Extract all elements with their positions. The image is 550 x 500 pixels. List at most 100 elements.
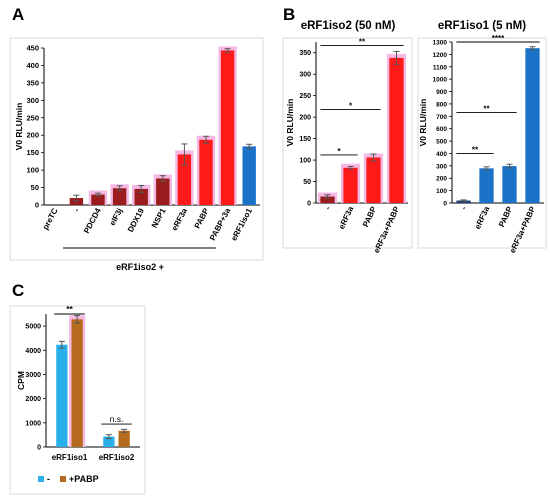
panel-b2-box [417, 37, 547, 249]
panel-b2-y-tick-label: 1200 [433, 52, 448, 59]
panel-b1-bar [366, 157, 381, 203]
panel-b1-title: eRF1iso2 (50 nM) [301, 20, 396, 32]
panel-b2-y-tick-label: 800 [436, 101, 447, 108]
panel-a-category-label: PABP+3a [208, 206, 233, 242]
panel-b1-significance-label: * [337, 147, 341, 156]
panel-b1-y-tick-label: 350 [299, 50, 311, 57]
panel-c-legend-swatch [38, 476, 44, 482]
panel-b2-category-label: PABP [497, 204, 515, 228]
panel-b1-box [282, 37, 413, 249]
panel-b-letter: B [283, 5, 295, 24]
panel-c-bar [56, 344, 68, 447]
panel-b2-y-tick-label: 1100 [433, 64, 447, 71]
panel-c-y-tick-label: 0 [37, 445, 41, 452]
panel-b1-y-tick-label: 100 [299, 158, 311, 165]
panel-a-y-tick-label: 250 [26, 113, 39, 122]
panel-a-y-tick-label: 100 [26, 166, 39, 175]
panel-b2-y-tick-label: 1300 [433, 40, 448, 47]
panel-a-category-label: eRF1iso1 [229, 206, 254, 242]
panel-c-y-axis-label: CPM [16, 371, 26, 390]
panel-a-y-tick-label: 400 [26, 61, 39, 70]
panel-a-y-tick-label: 0 [35, 201, 39, 210]
panel-b2-y-tick-label: 200 [436, 176, 447, 183]
panel-b2-y-axis-label: V0 RLU/min [418, 99, 428, 147]
panel-a-category-label: preTC [41, 207, 60, 232]
panel-a-category-label: eRF3a [170, 206, 189, 232]
panel-b2-bar [456, 200, 471, 203]
panel-b1-category-label: eRF3a [337, 205, 356, 231]
panel-a-category-label: - [72, 206, 81, 213]
panel-c-category-label: eRF1iso2 [99, 453, 135, 462]
panel-b2-y-tick-label: 0 [443, 201, 447, 208]
panel-c-bar [118, 430, 130, 447]
panel-b2-y-tick-label: 900 [436, 89, 447, 96]
panel-a-y-tick-label: 450 [26, 44, 39, 53]
panel-c-y-tick-label: 4000 [25, 348, 41, 355]
panel-c-box [9, 305, 146, 495]
panel-b2-title: eRF1iso1 (5 nM) [438, 20, 526, 32]
panel-a-bar [242, 146, 256, 205]
panel-c-category-label: eRF1iso1 [52, 453, 88, 462]
panel-b1-y-tick-label: 50 [303, 179, 311, 186]
panel-b2-bar [502, 166, 517, 203]
panel-b1-y-tick-label: 150 [299, 136, 311, 143]
panel-c-y-tick-label: 5000 [25, 324, 41, 331]
panel-b1-category-label: PABP [361, 204, 379, 228]
panel-a-category-label: PDCD4 [82, 206, 103, 235]
panel-a-y-tick-label: 150 [26, 148, 39, 157]
panel-a-bar [69, 198, 84, 205]
panel-c-y-tick-label: 1000 [25, 420, 41, 427]
panel-c-letter: C [12, 281, 24, 300]
panel-c-significance-label: ** [66, 304, 73, 314]
panel-b1-category-label: - [323, 205, 332, 212]
panel-b2-bar [525, 48, 540, 203]
panel-c-legend-label: +PABP [69, 474, 99, 484]
panel-b1-bar [389, 57, 404, 204]
panel-b2-bar [479, 168, 494, 203]
panel-a-y-axis-label: V0 RLU/min [14, 103, 24, 151]
panel-c-bar [103, 436, 115, 447]
panel-b2-y-tick-label: 600 [436, 126, 447, 133]
panel-c-significance-label: n.s. [110, 414, 124, 424]
panel-b1-y-tick-label: 200 [299, 115, 311, 122]
panel-a-bar [91, 194, 105, 205]
panel-b1-bar [320, 196, 335, 203]
panel-b1-bar [343, 167, 358, 203]
panel-a-y-tick-label: 350 [26, 78, 39, 87]
panel-c-legend-swatch [60, 476, 66, 482]
panel-b2-significance-label: **** [492, 34, 505, 43]
panel-b2-category-label: - [459, 205, 468, 212]
panel-b2-y-tick-label: 700 [436, 114, 447, 121]
panel-b2-y-tick-label: 500 [436, 139, 447, 146]
panel-b2-y-tick-label: 100 [436, 188, 447, 195]
panel-c-legend-label: - [47, 474, 50, 484]
panel-c-bar [71, 319, 83, 447]
panel-a-y-tick-label: 200 [26, 131, 39, 140]
panel-b2-y-tick-label: 400 [436, 151, 447, 158]
panel-b1-y-tick-label: 300 [299, 72, 311, 79]
panel-c-y-tick-label: 2000 [25, 396, 41, 403]
panel-a-bar [199, 139, 213, 205]
panel-b2-significance-label: ** [472, 145, 479, 154]
panel-a-bar [220, 50, 235, 205]
panel-b1-y-tick-label: 0 [307, 201, 311, 208]
panel-a-category-label: NSP1 [150, 206, 168, 229]
panel-a-box [9, 37, 264, 261]
panel-c-y-tick-label: 3000 [25, 372, 41, 379]
panel-a-bar [177, 154, 192, 205]
panel-a-footnote: eRF1iso2 + [116, 262, 164, 272]
panel-b1-y-axis-label: V0 RLU/min [285, 99, 295, 147]
panel-a-category-label: PABP [193, 206, 211, 230]
panel-a-bar [112, 188, 127, 205]
panel-a-y-tick-label: 300 [26, 96, 39, 105]
panel-a-category-label: DDX19 [126, 206, 146, 233]
panel-b2-y-tick-label: 300 [436, 163, 447, 170]
panel-a-category-label: eIF3j [108, 207, 125, 227]
panel-b1-y-tick-label: 250 [299, 93, 311, 100]
panel-a-bar [134, 188, 148, 205]
panel-b1-significance-label: * [349, 101, 353, 110]
panel-a-bar [156, 178, 170, 205]
panel-a-y-tick-label: 50 [31, 183, 39, 192]
panel-b2-significance-label: ** [483, 105, 490, 114]
